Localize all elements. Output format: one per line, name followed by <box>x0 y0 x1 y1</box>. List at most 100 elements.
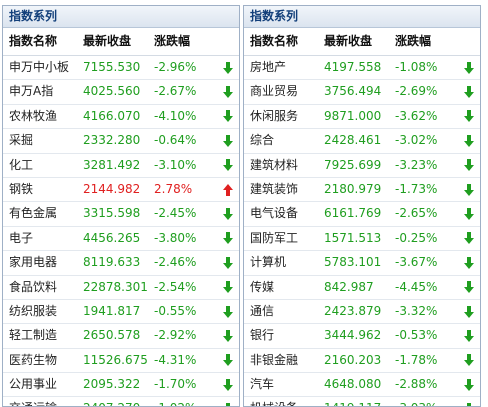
table-row[interactable]: 房地产 4197.558 -1.08% <box>244 56 480 81</box>
table-row[interactable]: 银行 3444.962 -0.53% <box>244 324 480 349</box>
close-value: 1571.513 <box>324 230 382 245</box>
table-row[interactable]: 电子 4456.265 -3.80% <box>3 227 239 252</box>
index-name[interactable]: 公用事业 <box>9 377 58 392</box>
index-name[interactable]: 非银金融 <box>250 352 299 367</box>
down-arrow-icon <box>216 251 239 274</box>
change-value: -0.25% <box>395 230 438 245</box>
index-name[interactable]: 采掘 <box>9 133 34 148</box>
index-name[interactable]: 商业贸易 <box>250 84 299 99</box>
change-value: -3.02% <box>395 133 438 148</box>
table-row[interactable]: 综合 2428.461 -3.02% <box>244 129 480 154</box>
table-row[interactable]: 申万中小板 7155.530 -2.96% <box>3 56 239 81</box>
down-arrow-icon <box>216 154 239 177</box>
index-name[interactable]: 电气设备 <box>250 206 299 221</box>
close-value: 5783.101 <box>324 255 382 270</box>
index-name[interactable]: 计算机 <box>250 255 287 270</box>
table-row[interactable]: 汽车 4648.080 -2.88% <box>244 373 480 398</box>
close-value: 4166.070 <box>83 108 141 123</box>
index-name[interactable]: 有色金属 <box>9 206 58 221</box>
table-row[interactable]: 公用事业 2095.322 -1.70% <box>3 373 239 398</box>
table-row[interactable]: 采掘 2332.280 -0.64% <box>3 129 239 154</box>
close-value: 8119.633 <box>83 255 141 270</box>
down-arrow-icon <box>216 276 239 299</box>
table-row[interactable]: 医药生物 11526.675 -4.31% <box>3 349 239 374</box>
index-name[interactable]: 电子 <box>9 230 34 245</box>
table-row[interactable]: 建筑装饰 2180.979 -1.73% <box>244 178 480 203</box>
down-arrow-icon <box>216 56 239 79</box>
index-name[interactable]: 交通运输 <box>3 397 79 406</box>
table-body: 申万中小板 7155.530 -2.96% 申万A指 4025.560 -2.67% 农林牧… <box>3 56 239 406</box>
index-name[interactable]: 汽车 <box>250 377 275 392</box>
change-value: -1.73% <box>395 181 438 196</box>
index-name[interactable]: 通信 <box>250 303 275 318</box>
table-row[interactable]: 国防军工 1571.513 -0.25% <box>244 227 480 252</box>
header-close: 最新收盘 <box>324 34 373 48</box>
close-value: 4456.265 <box>83 230 141 245</box>
table-row[interactable]: 家用电器 8119.633 -2.46% <box>3 251 239 276</box>
index-name[interactable]: 国防军工 <box>250 230 299 245</box>
down-arrow-icon <box>457 105 480 128</box>
change-value: -4.10% <box>154 108 197 123</box>
table-row[interactable]: 纺织服装 1941.817 -0.55% <box>3 300 239 325</box>
change-value: -4.31% <box>154 352 197 367</box>
table-row[interactable]: 轻工制造 2650.578 -2.92% <box>3 324 239 349</box>
down-arrow-icon <box>216 105 239 128</box>
close-value: 2095.322 <box>83 377 141 392</box>
index-name[interactable]: 房地产 <box>250 60 287 74</box>
index-name[interactable]: 休闲服务 <box>250 108 299 123</box>
index-name[interactable]: 申万A指 <box>9 84 54 99</box>
table-row[interactable]: 计算机 5783.101 -3.67% <box>244 251 480 276</box>
down-arrow-icon <box>457 276 480 299</box>
down-arrow-icon <box>457 300 480 323</box>
close-value: 22878.301 <box>83 279 148 294</box>
index-name[interactable]: 食品饮料 <box>9 279 58 294</box>
index-name[interactable]: 申万中小板 <box>9 60 70 74</box>
table-row[interactable]: 钢铁 2144.982 2.78% <box>3 178 239 203</box>
close-value: 3756.494 <box>324 84 382 99</box>
close-value: 2423.879 <box>324 303 382 318</box>
index-name[interactable]: 医药生物 <box>9 352 58 367</box>
table-row[interactable]: 休闲服务 9871.000 -3.62% <box>244 105 480 130</box>
table-row[interactable]: 通信 2423.879 -3.32% <box>244 300 480 325</box>
header-name: 指数名称 <box>250 34 299 48</box>
table-row[interactable]: 食品饮料 22878.301 -2.54% <box>3 276 239 300</box>
index-name[interactable]: 家用电器 <box>9 255 58 270</box>
index-name[interactable]: 银行 <box>250 328 275 343</box>
change-value: -2.92% <box>154 328 197 343</box>
table-header: 指数名称 最新收盘 涨跌幅 <box>3 28 239 56</box>
index-name[interactable]: 化工 <box>9 157 34 172</box>
table-row[interactable]: 机械设备1419.117-3.03% <box>244 397 480 406</box>
table-row[interactable]: 农林牧渔 4166.070 -4.10% <box>3 105 239 130</box>
down-arrow-icon <box>457 251 480 274</box>
change-value: -1.70% <box>154 377 197 392</box>
down-arrow-icon <box>457 178 480 201</box>
change-value: -2.65% <box>395 206 438 221</box>
table-row[interactable]: 商业贸易 3756.494 -2.69% <box>244 80 480 105</box>
down-arrow-icon <box>457 80 480 103</box>
table-row[interactable]: 非银金融 2160.203 -1.78% <box>244 349 480 374</box>
index-name[interactable]: 轻工制造 <box>9 328 58 343</box>
close-value: 1419.117 <box>320 397 391 406</box>
table-row[interactable]: 有色金属 3315.598 -2.45% <box>3 202 239 227</box>
index-panel-left: 指数系列 指数名称 最新收盘 涨跌幅 申万中小板 7155.530 -2.96% 申万… <box>2 5 240 407</box>
table-row[interactable]: 申万A指 4025.560 -2.67% <box>3 80 239 105</box>
change-value: -3.32% <box>395 303 438 318</box>
index-name[interactable]: 农林牧渔 <box>9 108 58 123</box>
table-row[interactable]: 建筑材料 7925.699 -3.23% <box>244 154 480 178</box>
change-value: -4.45% <box>395 279 438 294</box>
down-arrow-icon <box>216 397 239 406</box>
table-row[interactable]: 交通运输2407.270-1.02% <box>3 397 239 406</box>
table-row[interactable]: 传媒 842.987 -4.45% <box>244 276 480 300</box>
index-name[interactable]: 传媒 <box>250 279 275 294</box>
index-name[interactable]: 建筑材料 <box>250 157 299 172</box>
index-name[interactable]: 建筑装饰 <box>250 181 299 196</box>
index-name[interactable]: 机械设备 <box>244 397 320 406</box>
close-value: 2144.982 <box>83 181 141 196</box>
close-value: 9871.000 <box>324 108 382 123</box>
index-name[interactable]: 纺织服装 <box>9 303 58 318</box>
table-row[interactable]: 电气设备 6161.769 -2.65% <box>244 202 480 227</box>
index-name[interactable]: 综合 <box>250 133 275 148</box>
close-value: 1941.817 <box>83 303 141 318</box>
table-row[interactable]: 化工 3281.492 -3.10% <box>3 154 239 178</box>
index-name[interactable]: 钢铁 <box>9 181 34 196</box>
